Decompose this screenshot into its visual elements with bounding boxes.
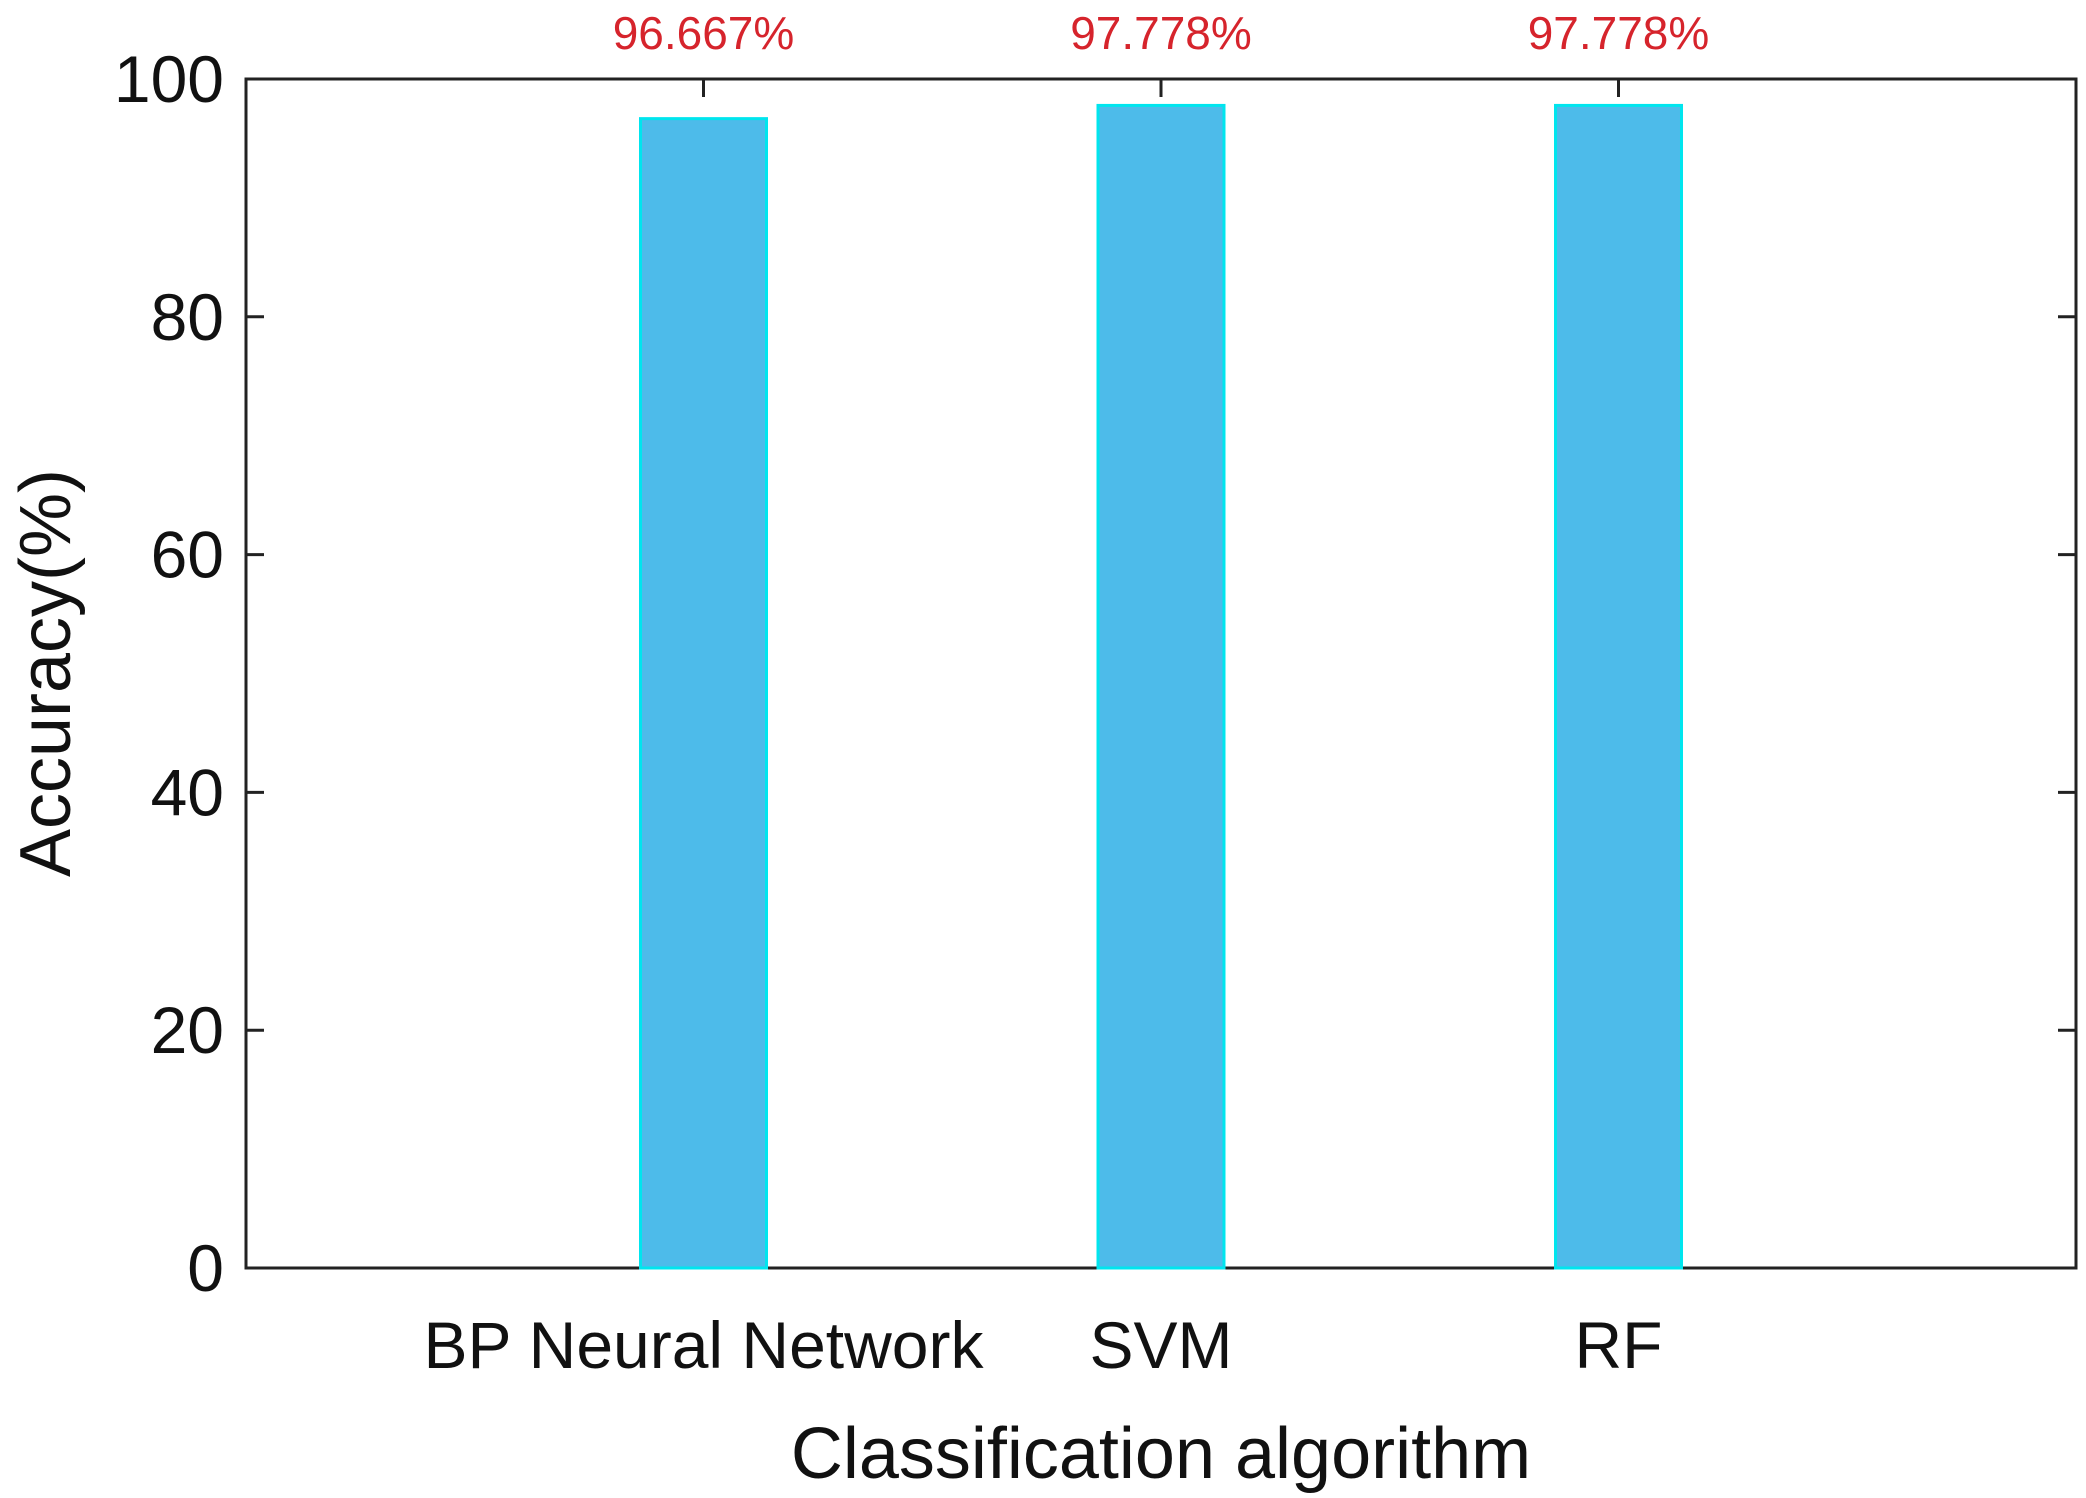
bar <box>639 117 768 1270</box>
y-tick-label: 40 <box>151 755 224 829</box>
bar-data-label: 97.778% <box>1070 7 1252 59</box>
bar <box>1096 103 1226 1270</box>
y-tick-label: 0 <box>187 1231 224 1305</box>
y-tick-label: 80 <box>151 280 224 354</box>
y-tick-label: 20 <box>151 993 224 1067</box>
bar-data-label: 97.778% <box>1528 7 1710 59</box>
x-tick-label: RF <box>1575 1308 1663 1382</box>
y-tick-label: 60 <box>151 518 224 592</box>
data-labels: 96.667% 97.778% 97.778% <box>613 7 1710 59</box>
bar-data-label: 96.667% <box>613 7 795 59</box>
y-axis: 0 20 40 60 80 100 <box>114 42 2076 1305</box>
x-tick-label: BP Neural Network <box>423 1308 984 1382</box>
x-axis-title: Classification algorithm <box>791 1414 1531 1494</box>
x-tick-label: SVM <box>1089 1308 1232 1382</box>
bar-series <box>639 103 1683 1270</box>
bar <box>1554 103 1683 1270</box>
y-axis-title: Accuracy(%) <box>6 469 86 877</box>
x-axis: BP Neural Network SVM RF <box>423 79 1662 1382</box>
y-tick-label: 100 <box>114 42 224 116</box>
